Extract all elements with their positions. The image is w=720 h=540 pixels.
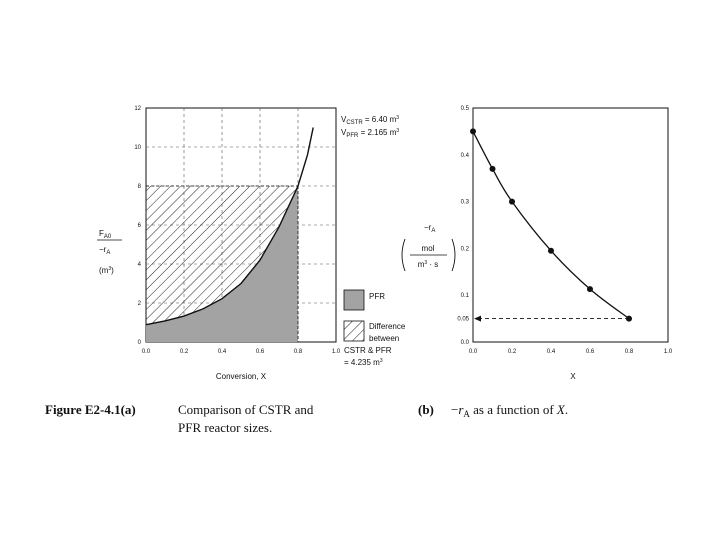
- y-tick-label-b-3: 0.2: [461, 246, 470, 252]
- y-tick-label-b-0: 0.0: [461, 340, 470, 346]
- x-tick-label-b-5: 1.0: [664, 349, 673, 355]
- x-tick-label-a-3: 0.6: [256, 349, 265, 355]
- y-tick-label-b-6: 0.5: [461, 106, 470, 112]
- paren-left: [401, 238, 406, 272]
- data-point-b-0: [470, 128, 476, 135]
- y-tick-label-b-1: 0.05: [457, 317, 469, 323]
- x-tick-label-b-4: 0.8: [625, 349, 634, 355]
- legend-label-diff-2: between: [369, 334, 399, 343]
- data-point-b-3: [548, 247, 554, 254]
- data-point-b-4: [587, 286, 593, 293]
- y-tick-label-b-4: 0.3: [461, 200, 470, 206]
- y-tick-label-a-6: 12: [134, 106, 141, 112]
- chart-a-legend: PFR Difference between CSTR & PFR = 4.23…: [343, 289, 406, 367]
- legend-label-diff-4: = 4.235 m3: [344, 358, 383, 367]
- ylabel-bottom: −rA: [99, 245, 110, 256]
- data-point-b-5: [626, 315, 632, 322]
- v-pfr-label: VPFR = 2.165 m3: [341, 128, 399, 139]
- ylabel-top: FA0: [99, 229, 112, 240]
- chart-a-ylabel: FA0 −rA (m3): [97, 229, 122, 275]
- x-tick-label-a-5: 1.0: [332, 349, 341, 355]
- legend-swatch-difference: [343, 320, 365, 342]
- x-tick-label-b-1: 0.2: [508, 349, 517, 355]
- chart-b-marks: [470, 128, 632, 322]
- y-tick-label-a-5: 10: [134, 145, 141, 151]
- ylabel-b-main: −rA: [424, 223, 435, 234]
- ylabel-b-unit-num: mol: [422, 244, 435, 253]
- chart-b-ylabel: −rA mol m3 · s: [401, 223, 456, 272]
- chart-b-xlabel: X: [570, 372, 576, 381]
- x-tick-label-a-2: 0.4: [218, 349, 227, 355]
- legend-label-diff-3: CSTR & PFR: [344, 346, 392, 355]
- paren-right: [451, 238, 456, 272]
- caption-a-text-2: PFR reactor sizes.: [178, 420, 272, 435]
- volume-annotation: VCSTR = 6.40 m3 VPFR = 2.165 m3: [341, 115, 399, 139]
- ylabel-b-unit-den: m3 · s: [418, 260, 439, 269]
- chart-a: 0.0 0.2 0.4 0.6 0.8 1.0 0 2 4 6 8 10 12 Conversion, …: [97, 106, 406, 381]
- y-tick-label-a-1: 2: [138, 301, 142, 307]
- y-tick-label-a-2: 4: [138, 262, 142, 268]
- x-tick-label-a-0: 0.0: [142, 349, 151, 355]
- caption-a-label: Figure E2-4.1(a): [45, 402, 136, 417]
- x-tick-label-b-2: 0.4: [547, 349, 556, 355]
- x-tick-label-a-4: 0.8: [294, 349, 303, 355]
- legend-swatch-pfr: [343, 289, 365, 311]
- y-tick-label-b-5: 0.4: [461, 153, 470, 159]
- chart-b: 0.0 0.2 0.4 0.6 0.8 1.0 0.0 0.05 0.1 0.2 0.3 0.4 0.5…: [401, 106, 673, 381]
- chart-a-ticks: 0.0 0.2 0.4 0.6 0.8 1.0 0 2 4 6 8 10 12: [134, 106, 341, 355]
- rate-curve: [472, 131, 630, 320]
- caption-b-text: −rA as a function of X.: [451, 402, 568, 419]
- x-tick-label-b-0: 0.0: [469, 349, 478, 355]
- y-tick-label-b-2: 0.1: [461, 293, 470, 299]
- reference-arrow-head: [474, 315, 481, 322]
- chart-a-xlabel: Conversion, X: [216, 372, 267, 381]
- ylabel-unit: (m3): [99, 266, 114, 275]
- chart-a-areas: [145, 127, 314, 342]
- caption-a-text-1: Comparison of CSTR and: [178, 402, 314, 417]
- figure-caption: Figure E2-4.1(a) Comparison of CSTR and …: [45, 402, 568, 435]
- pfr-area: [146, 186, 298, 342]
- chart-b-frame: [472, 107, 669, 343]
- y-tick-label-a-3: 6: [138, 223, 142, 229]
- data-point-b-1: [489, 165, 496, 172]
- caption-b-label: (b): [418, 402, 434, 417]
- v-cstr-label: VCSTR = 6.40 m3: [341, 115, 399, 126]
- levenspiel-curve: [145, 127, 314, 326]
- y-tick-label-a-4: 8: [138, 184, 142, 190]
- legend-label-diff-1: Difference: [369, 322, 406, 331]
- x-tick-label-a-1: 0.2: [180, 349, 189, 355]
- x-tick-label-b-3: 0.6: [586, 349, 595, 355]
- legend-label-pfr: PFR: [369, 292, 385, 301]
- y-tick-label-a-0: 0: [138, 340, 142, 346]
- data-point-b-2: [509, 198, 515, 205]
- chart-b-ticks: 0.0 0.2 0.4 0.6 0.8 1.0 0.0 0.05 0.1 0.2 0.3 0.4 0.5: [457, 106, 673, 355]
